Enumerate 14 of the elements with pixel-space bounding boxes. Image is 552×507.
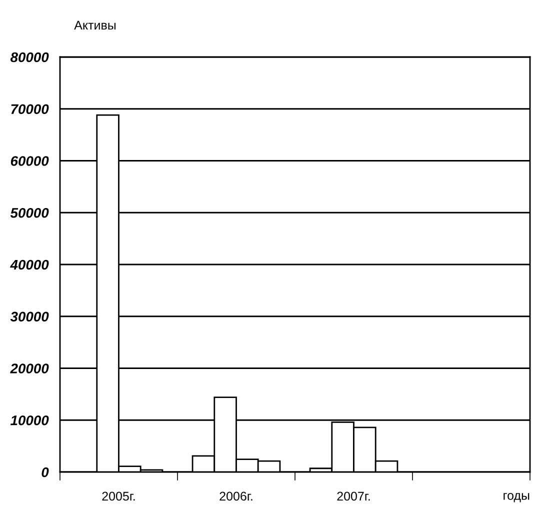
y-tick-label: 50000: [10, 208, 49, 218]
y-tick-label: 60000: [10, 156, 49, 166]
x-tick-label: 2006г.: [220, 492, 252, 501]
x-tick-label: 2007г.: [337, 492, 370, 501]
y-tick-label: 0: [42, 467, 49, 478]
y-tick-label: 70000: [11, 104, 49, 114]
y-tick-label: 80000: [10, 52, 49, 62]
x-axis-title: годы: [504, 493, 530, 502]
y-tick-label: 40000: [10, 260, 49, 270]
y-tick-label: 10000: [10, 415, 49, 426]
y-tick-label: 30000: [10, 312, 49, 322]
y-axis-title: Активы: [74, 20, 116, 30]
y-tick-label: 20000: [10, 364, 49, 374]
x-tick-label: 2005г.: [102, 492, 135, 501]
